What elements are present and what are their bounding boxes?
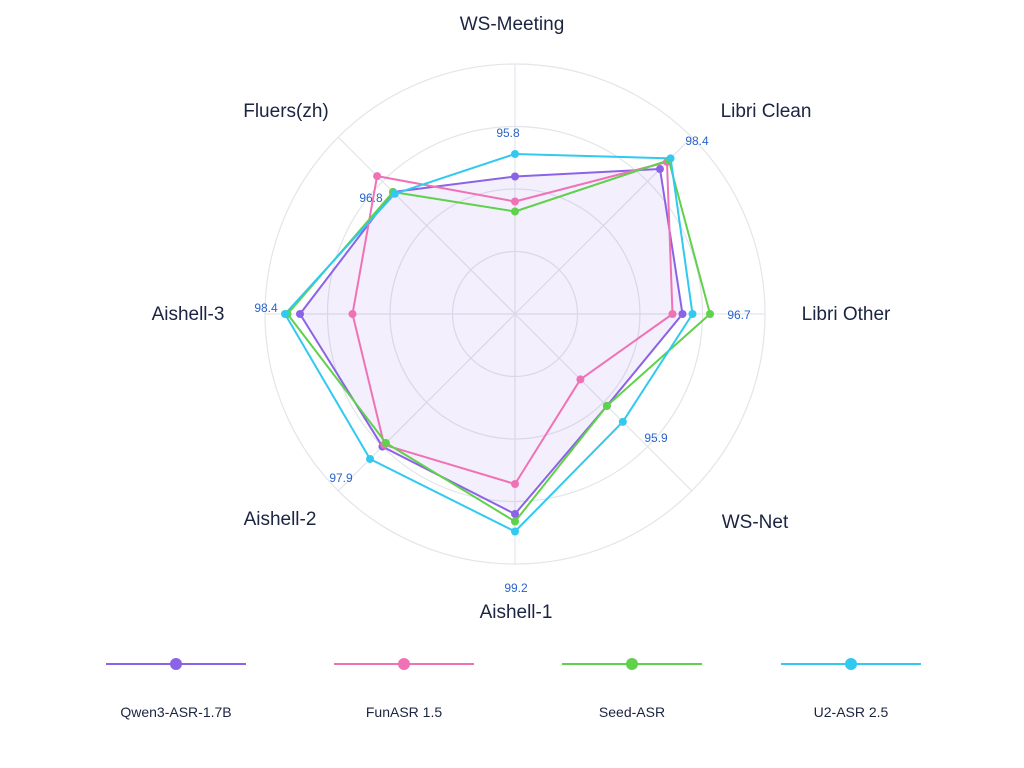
axis-label: Libri Other: [802, 304, 891, 325]
value-label: 98.4: [685, 134, 709, 148]
data-point-u2-asr-2-5: [511, 150, 519, 158]
legend-swatch-dot: [626, 658, 638, 670]
legend-item: Qwen3-ASR-1.7B: [106, 650, 246, 720]
data-point-u2-asr-2-5: [511, 527, 519, 536]
axis-label: Libri Clean: [721, 101, 812, 122]
legend-item: FunASR 1.5: [334, 650, 474, 720]
value-label: 96.8: [359, 191, 383, 205]
data-point-funasr-1-5: [511, 480, 519, 488]
data-point-u2-asr-2-5: [366, 454, 375, 463]
legend-swatch-dot: [170, 658, 182, 670]
legend-item: Seed-ASR: [562, 650, 702, 720]
data-point-seed-asr: [706, 310, 714, 318]
data-point-seed-asr: [381, 439, 390, 448]
data-point-seed-asr: [511, 207, 519, 216]
legend-label: Seed-ASR: [598, 704, 666, 720]
radar-chart: WS-Meeting Libri Clean Libri Other WS-Net Ai…: [152, 14, 891, 623]
axis-label: Aishell-2: [244, 509, 317, 530]
series-points: [281, 150, 714, 536]
value-label: 95.8: [496, 126, 520, 140]
data-point-funasr-1-5: [668, 310, 677, 318]
legend-swatch-dot: [845, 658, 857, 670]
legend-swatch: [106, 650, 246, 678]
axis-label: Fluers(zh): [243, 101, 329, 122]
data-point-qwen3-asr-1-7b: [678, 310, 687, 318]
axis-labels: WS-Meeting Libri Clean Libri Other WS-Net Ai…: [152, 14, 891, 623]
data-point-funasr-1-5: [511, 197, 519, 206]
data-point-u2-asr-2-5: [666, 154, 675, 163]
data-point-qwen3-asr-1-7b: [511, 510, 519, 518]
legend-label: Qwen3-ASR-1.7B: [120, 704, 232, 720]
data-point-u2-asr-2-5: [281, 310, 289, 318]
series-fill-qwen3-asr-1-7b: [300, 169, 683, 514]
legend-item: U2-ASR 2.5: [781, 650, 921, 720]
legend-swatch-dot: [398, 658, 410, 670]
data-point-qwen3-asr-1-7b: [511, 172, 519, 181]
series-fills: [300, 169, 683, 514]
value-label: 96.7: [727, 308, 751, 322]
legend-swatch: [334, 650, 474, 678]
legend-label: U2-ASR 2.5: [813, 704, 889, 720]
data-point-funasr-1-5: [373, 172, 382, 181]
value-label: 98.4: [254, 301, 278, 315]
legend: Qwen3-ASR-1.7B FunASR 1.5 Seed-ASR U2-ASR 2…: [0, 650, 1024, 750]
axis-label: Aishell-1: [480, 602, 553, 623]
data-point-qwen3-asr-1-7b: [296, 310, 304, 318]
axis-label: WS-Meeting: [460, 14, 565, 35]
value-label: 95.9: [644, 431, 668, 445]
data-point-u2-asr-2-5: [390, 189, 399, 198]
data-point-qwen3-asr-1-7b: [655, 165, 664, 174]
value-label: 99.2: [504, 581, 528, 595]
grid-spoke: [514, 313, 693, 492]
grid-spoke: [337, 136, 516, 315]
data-point-seed-asr: [511, 517, 519, 526]
data-point-seed-asr: [602, 401, 611, 410]
data-point-u2-asr-2-5: [688, 310, 697, 318]
data-point-u2-asr-2-5: [618, 417, 627, 426]
value-labels: 95.8 98.4 96.7 95.9 99.2 97.9 98.4 96.8: [254, 126, 751, 595]
data-point-funasr-1-5: [576, 375, 585, 384]
axis-label: Aishell-3: [152, 304, 225, 325]
axis-label: WS-Net: [722, 512, 789, 533]
legend-swatch: [781, 650, 921, 678]
legend-swatch: [562, 650, 702, 678]
legend-label: FunASR 1.5: [365, 704, 443, 720]
value-label: 97.9: [329, 471, 353, 485]
data-point-funasr-1-5: [348, 310, 357, 318]
